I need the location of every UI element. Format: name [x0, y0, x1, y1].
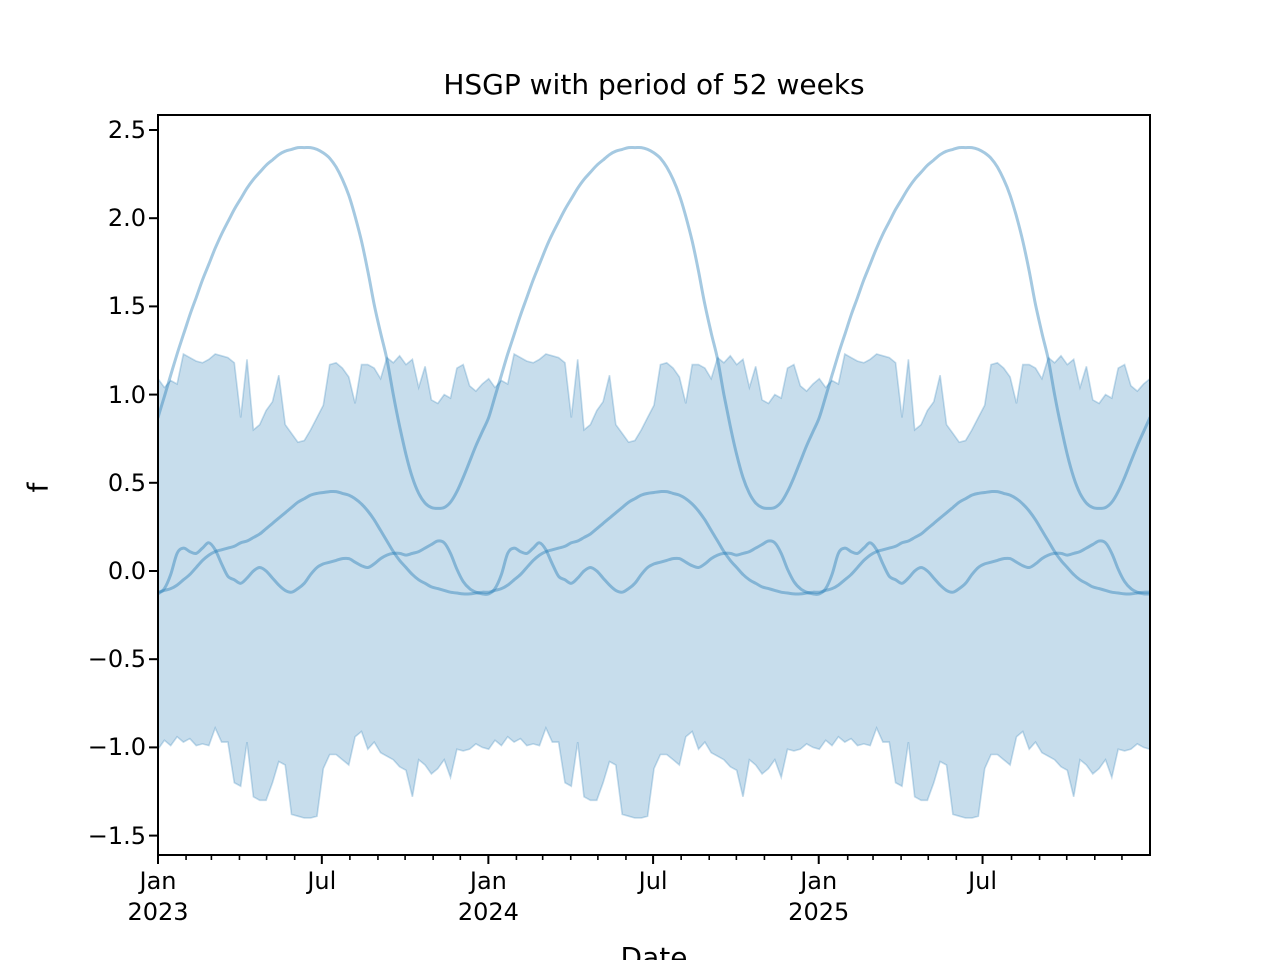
hdi-band-polygon — [158, 352, 1150, 819]
uncertainty-band — [158, 352, 1150, 819]
y-tick-label: −1.5 — [87, 821, 146, 850]
chart-title: HSGP with period of 52 weeks — [443, 68, 865, 101]
x-tick-label: Jan 2025 — [788, 867, 850, 926]
y-tick-label: 1.5 — [107, 292, 146, 321]
y-tick-label: 2.5 — [107, 115, 146, 144]
x-axis-label: Date — [620, 941, 688, 960]
gp-sample-medium-bump — [158, 489, 1150, 596]
y-tick-label: −1.0 — [87, 733, 146, 762]
y-tick-label: 1.0 — [107, 380, 146, 409]
gp-sample-large-seasonal — [158, 145, 1150, 510]
x-tick-label: Jul — [968, 867, 998, 895]
y-tick-label: 0.5 — [107, 468, 146, 497]
x-tick-label: Jul — [307, 867, 337, 895]
y-tick-label: −0.5 — [87, 645, 146, 674]
x-tick-label: Jul — [638, 867, 668, 895]
x-tick-label: Jan 2024 — [457, 867, 519, 926]
gp-sample-small-wiggly — [158, 539, 1150, 596]
y-tick-label: 2.0 — [107, 204, 146, 233]
sample-lines — [158, 145, 1150, 596]
x-tick-label: Jan 2023 — [127, 867, 189, 926]
y-tick-label: 0.0 — [107, 556, 146, 585]
axes-spines-and-ticks — [149, 114, 1151, 864]
